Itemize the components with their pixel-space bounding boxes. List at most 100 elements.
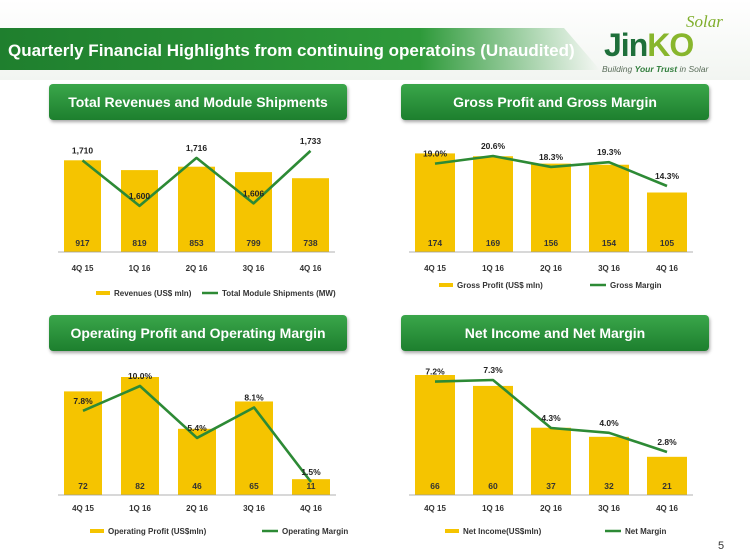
- bar-value-label: 174: [428, 238, 442, 248]
- legend-label-line: Gross Margin: [610, 281, 662, 290]
- bar-value-label: 853: [189, 238, 203, 248]
- panel-title-gross-profit: Gross Profit and Gross Margin: [401, 84, 709, 120]
- bar-value-label: 105: [660, 238, 674, 248]
- bar-value-label: 917: [75, 238, 89, 248]
- x-tick-label: 3Q 16: [598, 504, 620, 513]
- legend-label-bar: Net Income(US$mln): [463, 527, 542, 536]
- bar: [235, 172, 272, 252]
- logo-solar-text: Solar: [686, 12, 723, 31]
- logo-tagline: Building Your Trust in Solar: [602, 64, 708, 74]
- x-tick-label: 3Q 16: [243, 504, 265, 513]
- bar-value-label: 32: [604, 481, 614, 491]
- x-tick-label: 1Q 16: [482, 504, 504, 513]
- x-tick-label: 4Q 16: [656, 264, 678, 273]
- line-value-label: 18.3%: [539, 152, 564, 162]
- page-number: 5: [718, 540, 725, 552]
- line-value-label: 1,710: [72, 145, 94, 155]
- x-tick-label: 3Q 16: [598, 264, 620, 273]
- title-bar: [0, 28, 600, 70]
- logo-tag-b: Your Trust: [634, 64, 678, 74]
- gross-profit-margin-chart: 174 4Q 15 169 1Q 16 156 2Q 16 154 3Q 16 105 4Q 16…: [409, 141, 693, 290]
- x-tick-label: 1Q 16: [482, 264, 504, 273]
- bar-value-label: 21: [662, 481, 672, 491]
- bar: [415, 375, 455, 495]
- line-value-label: 1,606: [243, 188, 265, 198]
- line-value-label: 20.6%: [481, 141, 506, 151]
- line-value-label: 1,716: [186, 143, 208, 153]
- bar: [647, 456, 687, 495]
- legend-label-bar: Operating Profit (US$mln): [108, 527, 207, 536]
- panel-title-revenues: Total Revenues and Module Shipments: [49, 84, 347, 120]
- bar-value-label: 37: [546, 481, 556, 491]
- x-tick-label: 1Q 16: [129, 504, 151, 513]
- bar-value-label: 819: [132, 238, 146, 248]
- logo-word-a: Jin: [604, 27, 648, 63]
- bar-value-label: 799: [246, 238, 260, 248]
- line-value-label: 7.3%: [483, 365, 503, 375]
- bar-value-label: 82: [135, 481, 145, 491]
- line-value-label: 19.3%: [597, 147, 622, 157]
- operating-profit-margin-chart: 72 4Q 15 82 1Q 16 46 2Q 16 65 3Q 16 11 4Q 16 7.8% 1…: [58, 371, 348, 536]
- line-value-label: 7.8%: [73, 396, 93, 406]
- bar: [647, 192, 687, 252]
- bar: [292, 178, 329, 252]
- line-value-label: 14.3%: [655, 171, 680, 181]
- legend-label-bar: Revenues (US$ mln): [114, 289, 192, 298]
- bar: [531, 163, 571, 252]
- line-value-label: 1.5%: [301, 467, 321, 477]
- bar: [121, 170, 158, 252]
- series-line: [81, 149, 312, 208]
- bar: [178, 428, 216, 495]
- bar-value-label: 65: [249, 481, 259, 491]
- legend-label-line: Operating Margin: [282, 527, 348, 536]
- legend-label-line: Net Margin: [625, 527, 666, 536]
- bar: [531, 427, 571, 495]
- bar-value-label: 46: [192, 481, 202, 491]
- line-value-label: 8.1%: [244, 392, 264, 402]
- logo-wordmark: JinKO: [604, 27, 694, 64]
- bar-value-label: 66: [430, 481, 440, 491]
- bar-value-label: 11: [307, 481, 316, 491]
- x-tick-label: 4Q 16: [300, 264, 322, 273]
- logo-word-b: KO: [647, 27, 694, 63]
- page-title: Quarterly Financial Highlights from cont…: [8, 41, 575, 60]
- x-tick-label: 2Q 16: [540, 504, 562, 513]
- panel-title-net-income: Net Income and Net Margin: [401, 315, 709, 351]
- legend-label-line: Total Module Shipments (MW): [222, 289, 336, 298]
- logo-tag-a: Building: [602, 64, 635, 74]
- series-line: [82, 384, 313, 483]
- line-value-label: 7.2%: [425, 367, 445, 377]
- line-value-label: 10.0%: [128, 371, 153, 381]
- x-tick-label: 4Q 15: [72, 504, 94, 513]
- jinko-logo: Solar JinKO Building Your Trust in Solar: [600, 12, 740, 78]
- series-line: [434, 154, 668, 188]
- bar: [64, 160, 101, 252]
- bar: [64, 391, 102, 495]
- series-line: [434, 378, 668, 454]
- bar: [589, 164, 629, 252]
- x-tick-label: 4Q 16: [300, 504, 322, 513]
- line-value-label: 4.0%: [599, 418, 619, 428]
- x-tick-label: 2Q 16: [186, 504, 208, 513]
- line-value-label: 5.4%: [187, 423, 207, 433]
- line-value-label: 2.8%: [657, 437, 677, 447]
- line-value-label: 4.3%: [541, 413, 561, 423]
- bar-value-label: 154: [602, 238, 616, 248]
- bar-value-label: 169: [486, 238, 500, 248]
- x-tick-label: 2Q 16: [540, 264, 562, 273]
- bar: [121, 377, 159, 495]
- x-tick-label: 4Q 16: [656, 504, 678, 513]
- panel-title-operating-profit: Operating Profit and Operating Margin: [49, 315, 347, 351]
- line-value-label: 1,600: [129, 191, 151, 201]
- line-value-label: 1,733: [300, 136, 322, 146]
- net-income-margin-chart: 66 4Q 15 60 1Q 16 37 2Q 16 32 3Q 16 21 4Q 16 7.2% 7…: [409, 365, 693, 536]
- x-tick-label: 4Q 15: [424, 264, 446, 273]
- bar: [292, 479, 330, 495]
- x-tick-label: 1Q 16: [129, 264, 151, 273]
- bar: [473, 156, 513, 252]
- x-tick-label: 4Q 15: [424, 504, 446, 513]
- bar-value-label: 72: [78, 481, 88, 491]
- bar: [473, 385, 513, 495]
- bar: [235, 401, 273, 495]
- x-tick-label: 4Q 15: [72, 264, 94, 273]
